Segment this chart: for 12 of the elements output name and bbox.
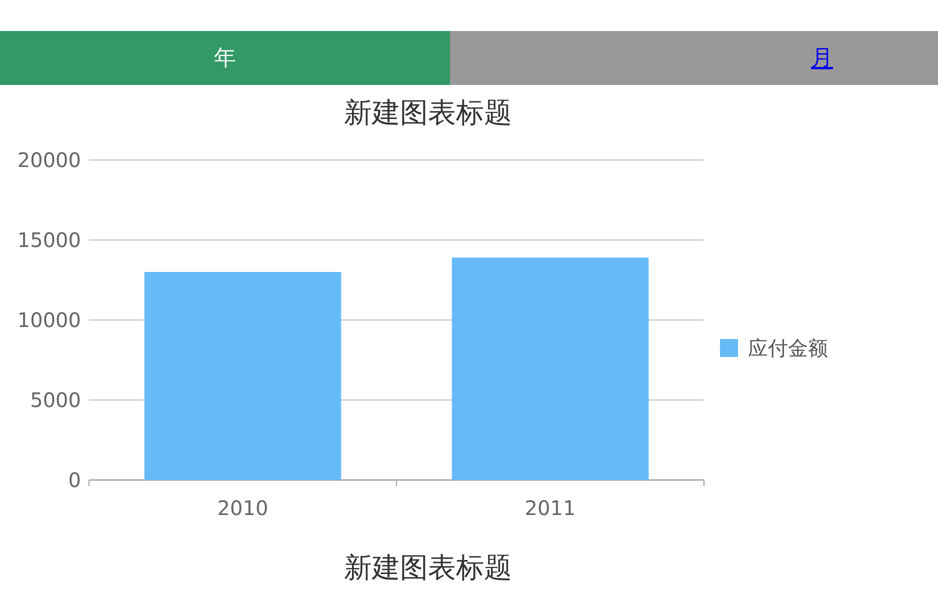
annotation: 年 [214,46,236,71]
title: 新建图表标题 [344,551,512,584]
legend: 应付金额 [748,336,828,360]
xtick: 2010 [217,496,268,520]
ytick: 10000 [17,308,81,332]
ytick: 20000 [17,148,81,172]
title: 新建图表标题 [344,96,512,129]
annotation: 月 [811,46,833,71]
ytick: 5000 [30,388,81,412]
ytick: 15000 [17,228,81,252]
xtick: 2011 [524,496,576,520]
ytick: 0 [68,468,81,492]
